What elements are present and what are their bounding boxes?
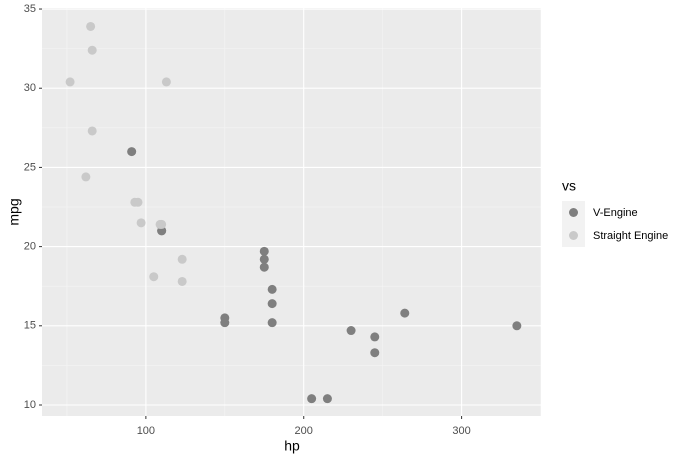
- x-tick-label: 300: [452, 425, 470, 437]
- point: [87, 126, 97, 136]
- x-tick-label: 100: [137, 425, 155, 437]
- x-tick-label: 200: [295, 425, 313, 437]
- y-tick-label: 25: [24, 161, 36, 173]
- legend-symbol: [569, 231, 578, 240]
- point: [259, 254, 269, 264]
- point: [220, 318, 230, 328]
- point: [149, 272, 159, 282]
- point: [86, 21, 96, 31]
- point: [65, 77, 75, 87]
- point: [161, 77, 171, 87]
- point: [259, 262, 269, 272]
- legend-label: V-Engine: [593, 207, 638, 219]
- panel: [42, 8, 541, 416]
- x-axis-title: hp: [284, 438, 300, 454]
- legend-title: vs: [562, 178, 576, 194]
- point: [322, 394, 332, 404]
- point: [512, 321, 522, 331]
- point: [81, 172, 91, 182]
- point: [177, 254, 187, 264]
- point: [155, 219, 165, 229]
- point: [400, 308, 410, 318]
- y-tick-label: 20: [24, 241, 36, 253]
- point: [267, 299, 277, 309]
- point: [370, 348, 380, 358]
- point: [267, 318, 277, 328]
- point: [133, 197, 143, 207]
- point: [346, 326, 356, 336]
- point: [307, 394, 317, 404]
- point: [136, 218, 146, 228]
- point: [267, 284, 277, 294]
- point: [127, 147, 137, 157]
- y-tick-label: 35: [24, 3, 36, 15]
- point: [259, 246, 269, 256]
- legend-label: Straight Engine: [593, 230, 668, 242]
- y-axis-title: mpg: [6, 198, 22, 225]
- point: [87, 45, 97, 55]
- y-tick-label: 30: [24, 82, 36, 94]
- point: [177, 276, 187, 286]
- legend-symbol: [569, 208, 578, 217]
- y-tick-label: 15: [24, 320, 36, 332]
- point: [370, 332, 380, 342]
- y-tick-label: 10: [24, 399, 36, 411]
